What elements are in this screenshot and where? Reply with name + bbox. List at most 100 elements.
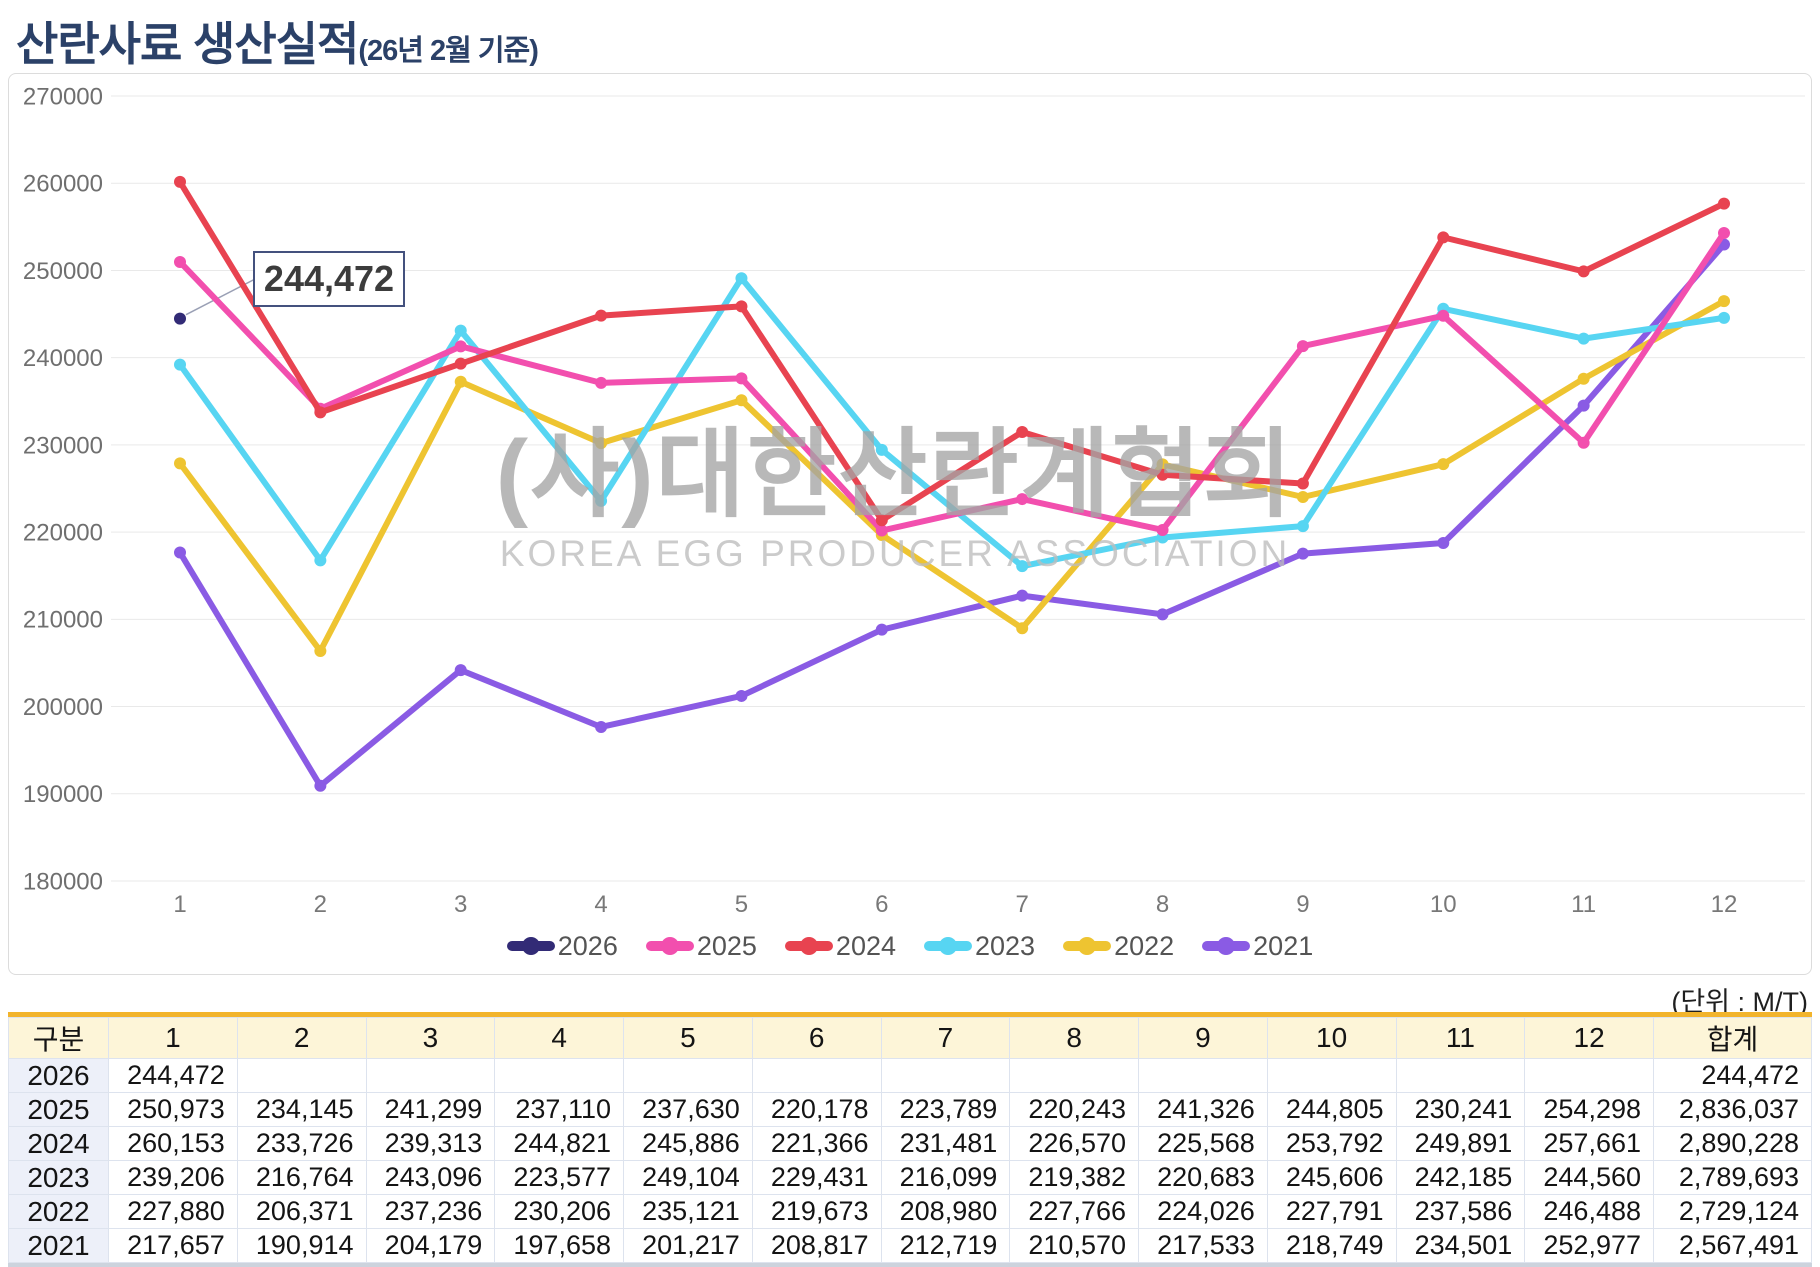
data-point-2025-m11 — [1577, 436, 1590, 449]
value-cell: 244,805 — [1266, 1092, 1397, 1127]
table-header-cell-10: 10 — [1266, 1017, 1397, 1059]
value-cell: 204,179 — [365, 1228, 496, 1263]
data-point-2022-m9 — [1296, 490, 1309, 503]
production-table-wrap: 구분 1 2 3 4 5 6 7 8 9 10 11 12 합계 2026 244,472 244,472 20… — [8, 1012, 1812, 1267]
y-tick-label: 210000 — [23, 607, 103, 634]
series-line-2023 — [177, 275, 1727, 570]
legend-item-2025[interactable]: 2025 — [645, 931, 757, 962]
value-cell — [751, 1058, 882, 1093]
table-header-cell-8: 8 — [1009, 1017, 1139, 1059]
value-cell: 244,472 — [108, 1058, 238, 1093]
data-point-2021-m4 — [595, 720, 608, 733]
value-cell: 190,914 — [236, 1228, 367, 1263]
x-tick-label: 12 — [1711, 891, 1738, 918]
value-cell: 225,568 — [1138, 1126, 1268, 1161]
y-tick-label: 220000 — [23, 520, 103, 547]
value-cell: 237,110 — [494, 1092, 624, 1127]
legend-item-2026[interactable]: 2026 — [506, 930, 618, 962]
page-subtitle: (26년 2월 기준) — [358, 35, 539, 67]
table-header-cell-9: 9 — [1138, 1017, 1268, 1059]
value-cell: 220,178 — [751, 1092, 882, 1127]
legend-marker-icon — [784, 941, 833, 951]
data-point-2022-m3 — [454, 375, 467, 388]
total-cell: 2,567,491 — [1653, 1228, 1812, 1263]
value-cell: 229,431 — [751, 1160, 882, 1195]
data-point-2021-m5 — [735, 689, 748, 702]
data-point-2024-m7 — [1016, 425, 1029, 438]
data-point-2022-m2 — [314, 644, 327, 657]
total-cell: 2,836,037 — [1653, 1092, 1812, 1127]
table-header-cell-6: 6 — [751, 1017, 882, 1059]
data-point-2025-m8 — [1156, 523, 1169, 536]
data-point-2023-m9 — [1296, 520, 1309, 533]
y-tick-label: 190000 — [23, 781, 103, 808]
data-point-2024-m3 — [454, 357, 467, 370]
total-cell: 2,890,228 — [1653, 1126, 1812, 1161]
annotation-box: 244,472 — [253, 251, 405, 307]
legend-label: 2026 — [557, 930, 618, 961]
table-row-2023: 2023 239,206 216,764 243,096 223,577 249,104 2… — [8, 1160, 1812, 1195]
page-header: 산란사료 생산실적 (26년 2월 기준) — [16, 8, 539, 74]
table-row-2026: 2026 244,472 244,472 — [8, 1058, 1812, 1093]
table-header-cell-7: 7 — [880, 1017, 1011, 1059]
legend-item-2023[interactable]: 2023 — [924, 931, 1035, 962]
legend-label: 2023 — [975, 930, 1036, 961]
value-cell: 244,560 — [1524, 1160, 1654, 1195]
table-header-cell-2: 2 — [236, 1017, 367, 1059]
value-cell: 212,719 — [880, 1228, 1011, 1263]
value-cell: 219,382 — [1009, 1160, 1139, 1195]
value-cell: 201,217 — [623, 1228, 753, 1263]
data-point-2024-m8 — [1156, 468, 1169, 481]
legend-item-2021[interactable]: 2021 — [1202, 931, 1313, 962]
y-tick-label: 270000 — [23, 83, 103, 110]
legend-item-2024[interactable]: 2024 — [784, 931, 896, 962]
value-cell — [1009, 1058, 1139, 1093]
data-point-2024-m9 — [1296, 477, 1309, 490]
page-title: 산란사료 생산실적 — [16, 18, 359, 70]
data-point-2024-m6 — [875, 514, 888, 527]
year-cell: 2026 — [8, 1058, 109, 1093]
value-cell: 234,145 — [236, 1092, 367, 1127]
data-point-2025-m9 — [1296, 340, 1309, 353]
value-cell: 237,586 — [1395, 1194, 1526, 1229]
value-cell: 230,241 — [1395, 1092, 1526, 1127]
legend-marker-icon — [1202, 941, 1251, 951]
data-point-2023-m5 — [735, 272, 748, 285]
data-point-2025-m6 — [875, 524, 888, 537]
production-table: 구분 1 2 3 4 5 6 7 8 9 10 11 12 합계 2026 244,472 244,472 20… — [8, 1017, 1812, 1263]
y-tick-label: 200000 — [23, 694, 103, 721]
value-cell: 249,891 — [1395, 1126, 1526, 1161]
value-cell: 260,153 — [108, 1126, 238, 1161]
value-cell: 234,501 — [1395, 1228, 1526, 1263]
data-point-2021-m11 — [1577, 399, 1590, 412]
data-point-2024-m4 — [595, 309, 608, 322]
data-point-2024-m2 — [314, 406, 327, 419]
data-point-2025-m1 — [174, 255, 186, 268]
value-cell: 243,096 — [365, 1160, 496, 1195]
y-tick-label: 240000 — [23, 345, 103, 372]
x-tick-label: 9 — [1296, 891, 1309, 918]
table-row-2021: 2021 217,657 190,914 204,179 197,658 201,217 2… — [8, 1228, 1812, 1263]
line-chart: 270000 260000 250000 240000 230000 220000 2100… — [23, 83, 1805, 918]
value-cell: 254,298 — [1524, 1092, 1654, 1127]
value-cell — [880, 1058, 1011, 1093]
value-cell — [494, 1058, 624, 1093]
data-point-2023-m11 — [1577, 332, 1590, 345]
data-point-2023-m6 — [875, 443, 888, 456]
value-cell: 245,606 — [1266, 1160, 1397, 1195]
x-tick-label: 1 — [173, 891, 186, 918]
value-cell: 227,766 — [1009, 1194, 1139, 1229]
value-cell — [623, 1058, 753, 1093]
value-cell: 244,821 — [494, 1126, 624, 1161]
value-cell: 245,886 — [623, 1126, 753, 1161]
value-cell: 246,488 — [1524, 1194, 1654, 1229]
value-cell: 252,977 — [1524, 1228, 1654, 1263]
x-tick-label: 8 — [1156, 891, 1169, 918]
value-cell: 250,973 — [108, 1092, 238, 1127]
value-cell: 237,236 — [365, 1194, 496, 1229]
value-cell — [365, 1058, 496, 1093]
legend-item-2022[interactable]: 2022 — [1063, 931, 1174, 962]
data-point-2021-m2 — [314, 779, 327, 792]
year-cell: 2023 — [8, 1160, 109, 1195]
